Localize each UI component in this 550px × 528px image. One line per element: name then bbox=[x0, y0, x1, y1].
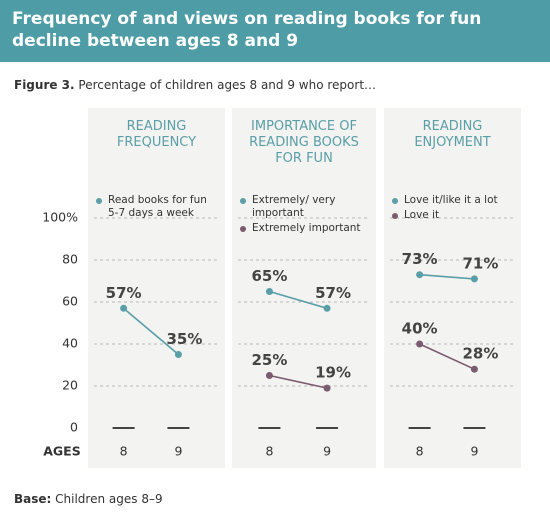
title: Frequency of and views on reading books … bbox=[0, 0, 550, 62]
point bbox=[416, 271, 424, 279]
legend-item: Extremely important bbox=[240, 222, 370, 235]
panel-title: IMPORTANCE OF READING BOOKS FOR FUN bbox=[249, 119, 359, 166]
series-line bbox=[123, 307, 179, 356]
y-tick-label: 20 bbox=[62, 378, 78, 393]
point bbox=[470, 275, 478, 283]
y-tick-label: 40 bbox=[62, 336, 78, 351]
legend-label: Love it/like it a lot bbox=[404, 194, 498, 206]
legend-item: Love it bbox=[392, 209, 515, 222]
legend-label: Read books for fun 5-7 days a week bbox=[108, 194, 207, 219]
caption: Figure 3. Percentage of children ages 8 … bbox=[14, 78, 376, 92]
panel-title: READING ENJOYMENT bbox=[414, 119, 491, 150]
legend-swatch bbox=[240, 198, 246, 204]
base: Base: Children ages 8–9 bbox=[14, 492, 163, 506]
legend-swatch bbox=[240, 226, 246, 232]
x-axis-label: AGES bbox=[43, 444, 80, 459]
legend-label: Extremely important bbox=[252, 222, 361, 234]
value-label: 40% bbox=[402, 320, 438, 338]
base-text: Children ages 8–9 bbox=[55, 492, 163, 506]
legend: Extremely/ very important Extremely impor… bbox=[240, 194, 370, 237]
panel-bg bbox=[232, 108, 376, 468]
x-tick-label: 9 bbox=[323, 444, 331, 459]
legend-label: Extremely/ very important bbox=[252, 194, 336, 219]
legend-swatch bbox=[392, 198, 398, 204]
point bbox=[323, 304, 331, 312]
figure-caption: Percentage of children ages 8 and 9 who … bbox=[78, 78, 377, 92]
series-line bbox=[419, 343, 475, 370]
value-label: 57% bbox=[315, 284, 351, 302]
legend-label: Love it bbox=[404, 209, 440, 221]
y-tick-label: 0 bbox=[70, 420, 78, 435]
series-line bbox=[269, 374, 328, 389]
point bbox=[265, 288, 273, 295]
point bbox=[174, 351, 182, 358]
value-label: 35% bbox=[166, 330, 202, 348]
value-label: 57% bbox=[106, 284, 142, 302]
value-label: 19% bbox=[315, 364, 351, 382]
point bbox=[265, 372, 273, 379]
y-tick-label: 100% bbox=[42, 210, 78, 225]
value-label: 28% bbox=[462, 345, 498, 363]
value-label: 73% bbox=[402, 250, 438, 268]
x-tick-label: 9 bbox=[470, 444, 478, 459]
figure-label: Figure 3. bbox=[14, 78, 75, 92]
legend-item: Extremely/ very important bbox=[240, 194, 370, 220]
legend-item: Read books for fun 5-7 days a week bbox=[96, 194, 219, 220]
point bbox=[416, 340, 424, 348]
series-line bbox=[419, 273, 475, 280]
panel-bg bbox=[88, 108, 225, 468]
point bbox=[470, 365, 478, 373]
series-line bbox=[269, 290, 328, 310]
y-tick-label: 60 bbox=[62, 294, 78, 309]
point bbox=[120, 304, 128, 312]
panel-title: READING FREQUENCY bbox=[116, 119, 197, 150]
x-tick-label: 8 bbox=[120, 444, 128, 459]
legend: Read books for fun 5-7 days a week bbox=[96, 194, 219, 222]
x-tick-label: 9 bbox=[174, 444, 182, 459]
legend-swatch bbox=[96, 198, 102, 204]
point bbox=[323, 384, 331, 392]
legend-swatch bbox=[392, 213, 398, 219]
legend: Love it/like it a lot Love it bbox=[392, 194, 515, 224]
y-tick-label: 80 bbox=[62, 252, 78, 267]
panel-bg bbox=[384, 108, 521, 468]
x-tick-label: 8 bbox=[416, 444, 424, 459]
base-label: Base: bbox=[14, 492, 52, 506]
x-tick-label: 8 bbox=[265, 444, 273, 459]
legend-item: Love it/like it a lot bbox=[392, 194, 515, 207]
value-label: 65% bbox=[251, 267, 287, 285]
value-label: 25% bbox=[251, 351, 287, 369]
value-label: 71% bbox=[462, 254, 498, 272]
